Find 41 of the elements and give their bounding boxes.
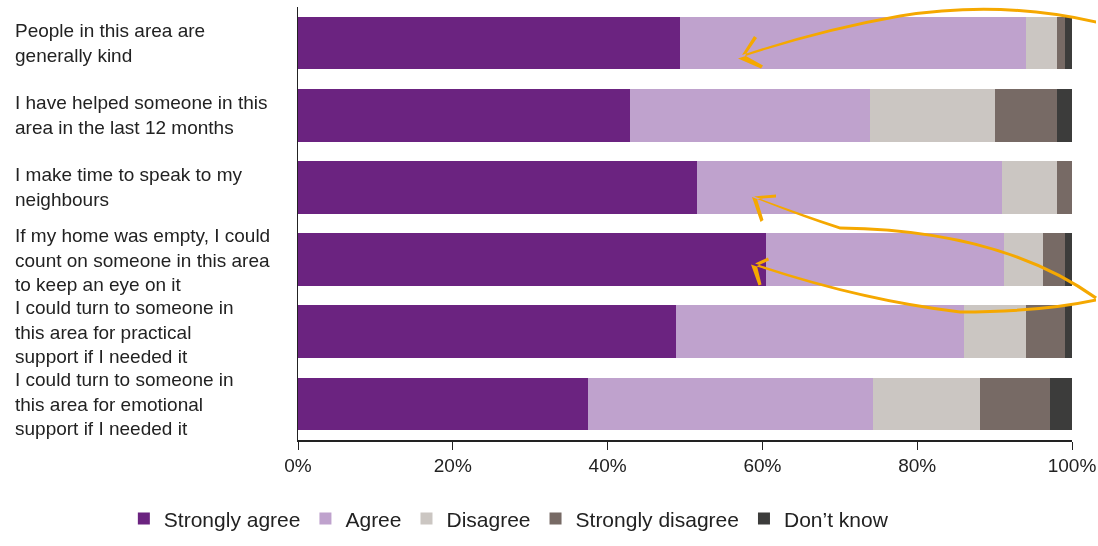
y-tick-label: I could turn to someone in this area for emotional support if I needed it — [15, 369, 234, 440]
bar — [1065, 305, 1072, 359]
bar — [1057, 88, 1072, 142]
bar — [298, 377, 589, 431]
bar — [1065, 233, 1072, 286]
bar — [964, 305, 1026, 359]
bar — [1025, 305, 1066, 359]
x-tick-label: 40% — [588, 455, 627, 477]
legend-label: Disagree — [446, 507, 531, 531]
bar — [1003, 233, 1043, 286]
bar — [1025, 16, 1058, 70]
bar — [1057, 161, 1072, 214]
bar — [869, 88, 995, 142]
bar — [298, 161, 697, 214]
x-tick-label: 20% — [433, 455, 472, 477]
bar — [298, 305, 677, 359]
legend-label: Strongly disagree — [575, 507, 739, 531]
bar — [588, 377, 874, 431]
y-tick-label: I could turn to someone in this area for practical support if I needed it — [15, 297, 234, 368]
x-tick-label: 0% — [284, 455, 312, 477]
legend-label: Strongly agree — [163, 507, 301, 531]
y-tick-label: If my home was empty, I could count on someone in this area to keep an eye on it — [15, 225, 271, 296]
x-tick-label: 80% — [898, 455, 937, 477]
bar — [298, 16, 681, 70]
bar — [1049, 377, 1072, 431]
y-tick-label: I make time to speak to my neighbours — [15, 164, 243, 210]
legend-label: Agree — [345, 507, 402, 531]
bar — [298, 88, 631, 142]
bar — [873, 377, 980, 431]
bar — [1065, 16, 1072, 70]
y-tick-label: I have helped someone in this area in the last 12 months — [15, 92, 268, 138]
bar — [1057, 16, 1066, 70]
bar — [630, 88, 870, 142]
bar — [979, 377, 1050, 431]
bar — [1001, 161, 1058, 214]
legend-label: Don’t know — [783, 507, 889, 531]
x-tick-label: 60% — [743, 455, 782, 477]
bar — [1042, 233, 1066, 286]
y-tick-label: People in this area are generally kind — [15, 20, 206, 66]
bar — [994, 88, 1058, 142]
x-tick-label: 100% — [1047, 455, 1097, 477]
